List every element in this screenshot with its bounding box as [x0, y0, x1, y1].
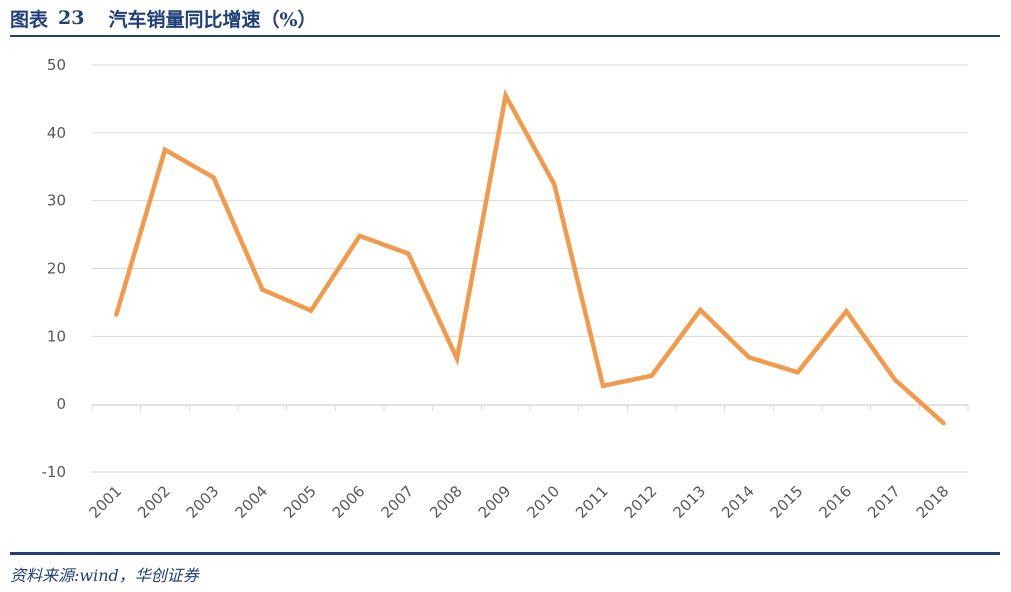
header-divider [10, 35, 1000, 37]
figure-number: 23 [58, 7, 85, 29]
y-tick-label: 0 [56, 395, 66, 413]
y-tick-label: -10 [42, 463, 67, 481]
data-point [357, 233, 362, 239]
data-point [552, 182, 557, 187]
data-point [892, 377, 898, 382]
x-tick-label: 2004 [231, 482, 271, 522]
data-point [454, 356, 460, 361]
gridlines [92, 64, 968, 473]
x-tick-label: 2014 [718, 482, 758, 522]
chart-title: 汽车销量同比增速（%） [108, 8, 317, 31]
data-point [600, 383, 606, 389]
y-tick-label: 20 [47, 260, 66, 278]
y-tick-label: 40 [47, 124, 66, 142]
data-point [698, 307, 703, 313]
data-point [941, 420, 946, 426]
y-tick-label: 10 [47, 327, 66, 345]
x-tick-label: 2010 [523, 482, 563, 522]
x-tick-label: 2001 [85, 482, 125, 522]
x-tick-label: 2016 [815, 482, 855, 522]
x-tick-label: 2015 [767, 482, 807, 522]
x-tick-label: 2003 [183, 482, 223, 522]
data-point [308, 308, 314, 313]
x-axis: 2001 2002 2003 2004 2005 2006 2007 2008 2009 2010… [85, 404, 969, 522]
x-tick-label: 2008 [426, 482, 466, 522]
data-point [795, 370, 800, 375]
series-layer [114, 88, 946, 426]
figure-label: 图表 [10, 8, 49, 31]
y-axis-labels: -10 0 10 20 30 40 50 [42, 56, 67, 481]
data-point [162, 147, 168, 152]
y-tick-label: 30 [47, 192, 66, 210]
x-tick-label: 2011 [572, 482, 612, 522]
x-tick-label: 2007 [377, 482, 417, 522]
data-point [211, 175, 216, 180]
data-point [503, 93, 508, 98]
x-tick-label: 2012 [621, 482, 661, 522]
data-point [114, 312, 119, 317]
source-note: 资料来源:wind，华创证券 [10, 566, 199, 585]
figure-header: 图表 23 汽车销量同比增速（%） [10, 4, 317, 32]
data-point [260, 287, 265, 292]
data-point [406, 251, 411, 256]
x-tick-label: 2009 [475, 482, 515, 522]
footer-divider [10, 552, 1000, 555]
x-tick-label: 2006 [329, 482, 369, 522]
x-tick-label: 2005 [280, 482, 320, 522]
x-tick-label: 2017 [864, 482, 904, 522]
x-tick-label: 2018 [913, 482, 953, 522]
x-tick-label: 2002 [134, 482, 174, 522]
data-point [649, 373, 654, 378]
x-tick-label: 2013 [669, 482, 709, 522]
series-line [114, 88, 946, 425]
y-tick-label: 50 [47, 56, 66, 74]
data-point [844, 309, 849, 314]
data-point [746, 355, 752, 360]
